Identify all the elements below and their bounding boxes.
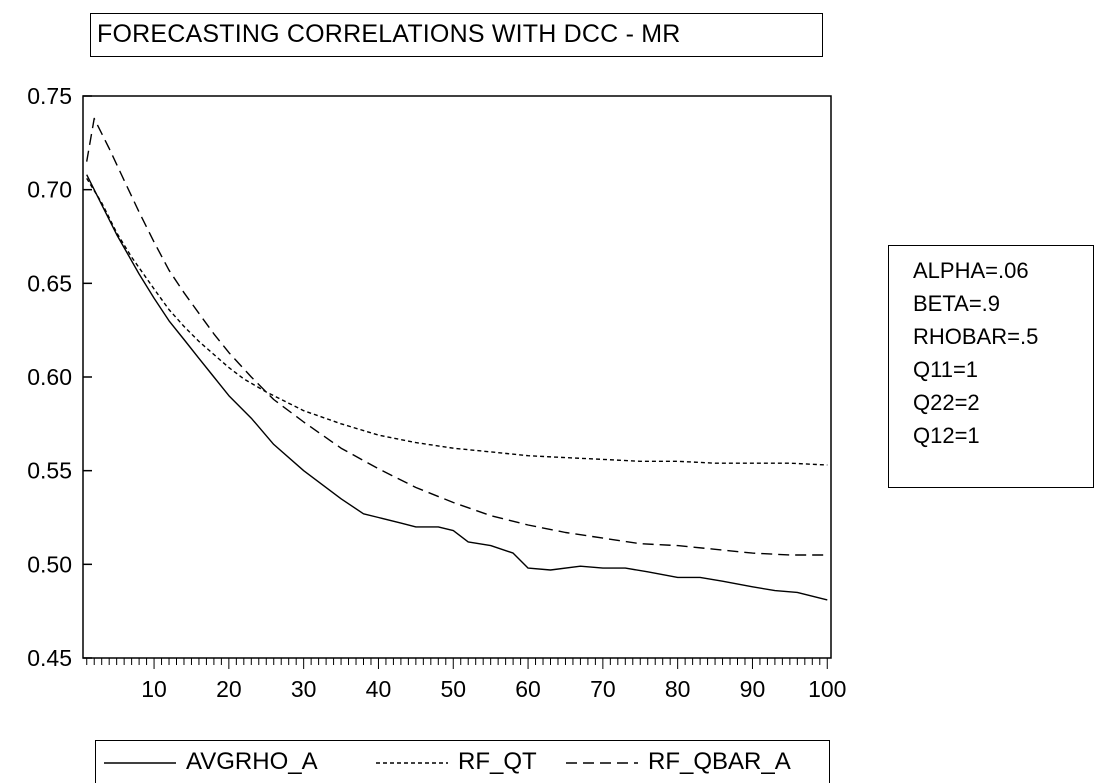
legend-label: RF_QT <box>458 748 537 775</box>
legend-swatch-long-dash <box>566 762 638 764</box>
y-tick-label: 0.50 <box>27 551 72 577</box>
x-tick-label: 30 <box>291 676 317 702</box>
parameters-box: ALPHA=.06 BETA=.9 RHOBAR=.5 Q11=1 Q22=2 … <box>888 245 1094 488</box>
legend: AVGRHO_A RF_QT RF_QBAR_A <box>95 740 830 783</box>
x-tick-label: 70 <box>590 676 616 702</box>
param-rhobar: RHOBAR=.5 <box>913 324 1039 349</box>
param-alpha: ALPHA=.06 <box>913 258 1029 283</box>
x-axis: 10 20 30 40 50 60 70 80 90 100 <box>86 658 846 702</box>
param-beta: BETA=.9 <box>913 291 1001 316</box>
chart-title-box: FORECASTING CORRELATIONS WITH DCC - MR <box>90 13 823 57</box>
y-axis: 0.45 0.50 0.55 0.60 0.65 0.70 0.75 <box>27 83 92 671</box>
legend-swatch-short-dash <box>376 762 448 764</box>
x-tick-label: 20 <box>216 676 242 702</box>
y-tick-label: 0.65 <box>27 270 72 296</box>
param-q11: Q11=1 <box>913 357 979 382</box>
param-q22: Q22=2 <box>913 390 980 415</box>
y-tick-label: 0.55 <box>27 458 72 484</box>
series-line-rf-qt <box>86 178 828 466</box>
y-tick-label: 0.45 <box>27 645 72 671</box>
chart-title: FORECASTING CORRELATIONS WITH DCC - MR <box>97 20 681 48</box>
x-tick-label: 10 <box>141 676 167 702</box>
y-tick-label: 0.60 <box>27 364 72 390</box>
x-tick-label: 60 <box>515 676 541 702</box>
param-q12: Q12=1 <box>913 423 980 448</box>
series-line-rf-qbar-a <box>86 117 828 556</box>
plot-frame <box>82 95 832 659</box>
x-tick-label: 90 <box>740 676 766 702</box>
x-tick-label: 100 <box>808 676 846 702</box>
legend-swatch-solid <box>104 762 176 764</box>
legend-label: RF_QBAR_A <box>648 748 791 775</box>
legend-label: AVGRHO_A <box>186 748 318 775</box>
x-tick-label: 50 <box>440 676 466 702</box>
x-tick-label: 40 <box>366 676 392 702</box>
x-tick-label: 80 <box>665 676 691 702</box>
y-tick-label: 0.70 <box>27 177 72 203</box>
y-tick-label: 0.75 <box>27 83 72 109</box>
series-line-avgrho-a <box>86 174 828 601</box>
series-lines <box>86 117 828 601</box>
